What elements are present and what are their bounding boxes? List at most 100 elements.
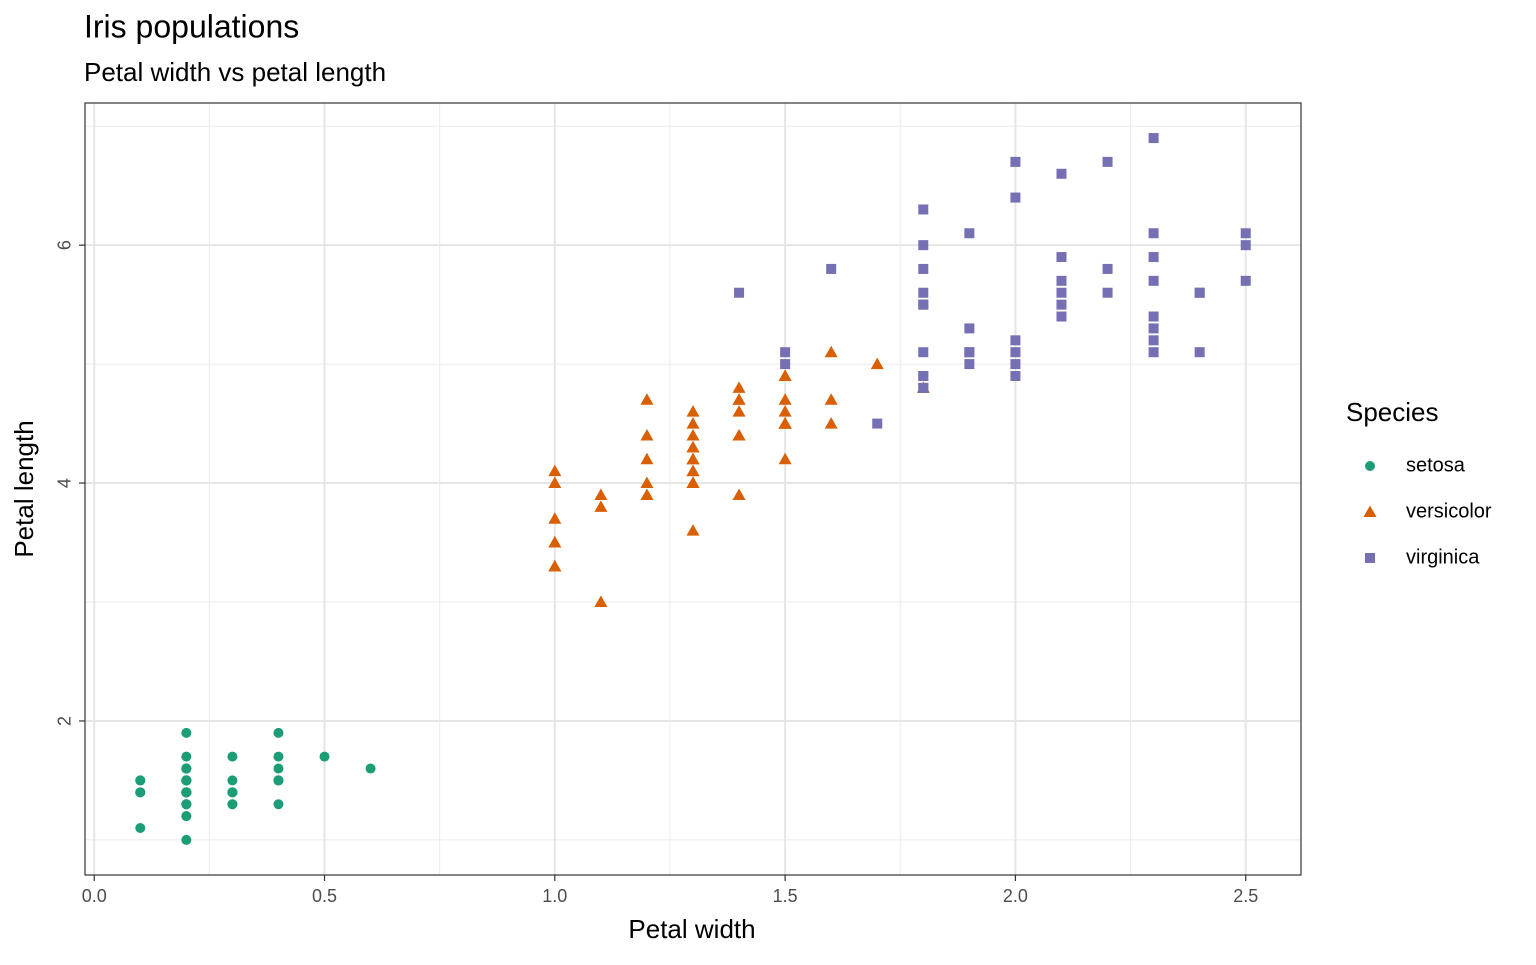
data-point xyxy=(135,823,146,834)
x-tick-label: 2.5 xyxy=(1233,886,1258,906)
legend-symbol xyxy=(1365,461,1375,471)
data-point xyxy=(778,369,792,381)
data-point xyxy=(686,428,700,441)
y-axis-label: Petal length xyxy=(9,420,39,557)
data-point xyxy=(918,370,929,381)
data-point xyxy=(1240,240,1251,251)
data-point xyxy=(227,799,238,810)
data-point xyxy=(181,787,192,798)
data-point xyxy=(826,263,837,274)
data-point xyxy=(1010,347,1021,358)
data-point xyxy=(365,763,376,774)
data-point xyxy=(918,240,929,251)
data-point xyxy=(870,357,884,370)
data-point xyxy=(273,751,284,762)
data-point xyxy=(640,488,654,500)
data-point xyxy=(1148,133,1159,144)
data-point xyxy=(732,488,746,500)
data-point xyxy=(1148,275,1159,286)
data-point xyxy=(181,751,192,762)
data-point xyxy=(1148,311,1159,322)
data-point xyxy=(686,440,700,453)
data-point xyxy=(181,799,192,810)
data-point xyxy=(1010,359,1021,370)
data-point xyxy=(548,536,562,548)
data-point xyxy=(686,476,700,489)
data-point xyxy=(732,393,746,405)
data-point xyxy=(778,393,792,405)
data-point xyxy=(918,263,929,274)
data-point xyxy=(686,452,700,465)
data-point xyxy=(135,775,146,786)
x-tick-label: 2.0 xyxy=(1003,886,1028,906)
data-point xyxy=(1194,287,1205,298)
data-point xyxy=(824,345,838,358)
data-point xyxy=(273,763,284,774)
data-point xyxy=(548,559,562,572)
legend-symbol xyxy=(1363,505,1377,517)
data-point xyxy=(1056,287,1067,298)
data-point xyxy=(181,775,192,786)
data-point xyxy=(686,464,700,477)
data-point xyxy=(227,787,238,798)
data-point xyxy=(1056,311,1067,322)
data-point xyxy=(1010,192,1021,203)
data-point xyxy=(1010,156,1021,167)
data-point xyxy=(824,417,838,429)
data-point xyxy=(778,452,792,465)
data-point xyxy=(1102,287,1113,298)
data-point xyxy=(640,393,654,405)
data-point xyxy=(181,834,192,845)
data-point xyxy=(1148,323,1159,334)
data-point xyxy=(964,323,975,334)
data-point xyxy=(964,359,975,370)
chart-subtitle: Petal width vs petal length xyxy=(84,57,386,87)
data-point xyxy=(135,787,146,798)
data-point xyxy=(778,405,792,417)
data-point xyxy=(1102,263,1113,274)
data-point xyxy=(732,428,746,441)
data-point xyxy=(594,488,608,500)
data-point xyxy=(964,347,975,358)
data-point xyxy=(181,811,192,822)
x-tick-label: 1.5 xyxy=(773,886,798,906)
data-point xyxy=(181,763,192,774)
data-point xyxy=(1148,347,1159,358)
x-tick-label: 1.0 xyxy=(542,886,567,906)
data-point xyxy=(1240,275,1251,286)
data-point xyxy=(548,476,562,489)
data-point xyxy=(918,382,929,393)
data-point xyxy=(1194,347,1205,358)
data-point xyxy=(1148,252,1159,263)
data-point xyxy=(1148,335,1159,346)
y-tick-label: 4 xyxy=(55,478,75,488)
y-tick-label: 2 xyxy=(55,716,75,726)
chart-title: Iris populations xyxy=(84,8,299,44)
x-axis-label: Petal width xyxy=(628,914,755,944)
data-point xyxy=(273,799,284,810)
data-point xyxy=(227,751,238,762)
legend-label: setosa xyxy=(1406,454,1466,476)
x-tick-label: 0.5 xyxy=(312,886,337,906)
legend-symbol xyxy=(1365,553,1375,563)
legend-label: virginica xyxy=(1406,546,1480,568)
data-point xyxy=(1056,275,1067,286)
data-point xyxy=(319,751,330,762)
data-point xyxy=(640,428,654,441)
data-point xyxy=(181,727,192,738)
data-point xyxy=(1148,228,1159,239)
data-point xyxy=(1056,168,1067,179)
data-point xyxy=(918,347,929,358)
panel-border xyxy=(84,102,1302,876)
data-point xyxy=(872,418,883,429)
data-point xyxy=(918,204,929,215)
legend-label: versicolor xyxy=(1406,500,1492,522)
data-point xyxy=(732,405,746,417)
data-point xyxy=(1240,228,1251,239)
data-point xyxy=(734,287,745,298)
data-point xyxy=(273,775,284,786)
data-point xyxy=(273,727,284,738)
data-point xyxy=(686,405,700,417)
data-point xyxy=(640,452,654,465)
